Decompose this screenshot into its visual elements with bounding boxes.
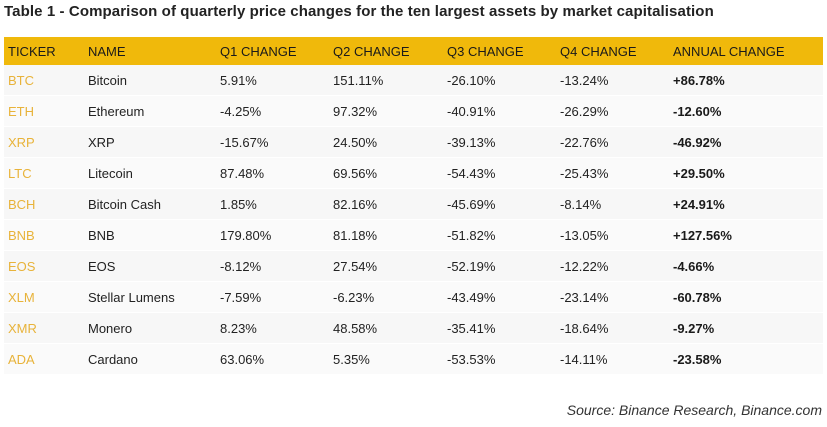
table-row: XRP XRP -15.67% 24.50% -39.13% -22.76% -… <box>4 126 823 158</box>
table-row: BNB BNB 179.80% 81.18% -51.82% -13.05% +… <box>4 219 823 251</box>
q2-cell: 97.32% <box>329 95 443 127</box>
q4-cell: -13.24% <box>556 65 669 96</box>
q4-cell: -14.11% <box>556 343 669 375</box>
q2-cell: 82.16% <box>329 188 443 220</box>
table-row: LTC Litecoin 87.48% 69.56% -54.43% -25.4… <box>4 157 823 189</box>
q1-cell: -7.59% <box>216 281 329 313</box>
q2-cell: 48.58% <box>329 312 443 344</box>
q2-cell: 24.50% <box>329 126 443 158</box>
annual-cell: +24.91% <box>669 188 823 220</box>
q1-cell: -15.67% <box>216 126 329 158</box>
q3-cell: -39.13% <box>443 126 556 158</box>
price-change-table: TICKER NAME Q1 CHANGE Q2 CHANGE Q3 CHANG… <box>4 37 823 375</box>
header-q3-change: Q3 CHANGE <box>443 37 556 65</box>
q4-cell: -25.43% <box>556 157 669 189</box>
header-q1-change: Q1 CHANGE <box>216 37 329 65</box>
ticker-cell: XRP <box>4 126 84 158</box>
name-cell: Ethereum <box>84 95 216 127</box>
ticker-cell: XMR <box>4 312 84 344</box>
name-cell: Bitcoin <box>84 65 216 96</box>
ticker-cell: BNB <box>4 219 84 251</box>
q3-cell: -45.69% <box>443 188 556 220</box>
q4-cell: -22.76% <box>556 126 669 158</box>
annual-cell: +127.56% <box>669 219 823 251</box>
name-cell: Bitcoin Cash <box>84 188 216 220</box>
table-header-row: TICKER NAME Q1 CHANGE Q2 CHANGE Q3 CHANG… <box>4 37 823 65</box>
table-title: Table 1 - Comparison of quarterly price … <box>4 3 714 20</box>
ticker-cell: BCH <box>4 188 84 220</box>
q1-cell: -4.25% <box>216 95 329 127</box>
q2-cell: 69.56% <box>329 157 443 189</box>
name-cell: EOS <box>84 250 216 282</box>
table-row: XMR Monero 8.23% 48.58% -35.41% -18.64% … <box>4 312 823 344</box>
q3-cell: -35.41% <box>443 312 556 344</box>
annual-cell: +29.50% <box>669 157 823 189</box>
name-cell: XRP <box>84 126 216 158</box>
q1-cell: 5.91% <box>216 65 329 96</box>
q1-cell: 8.23% <box>216 312 329 344</box>
source-caption: Source: Binance Research, Binance.com <box>566 402 822 418</box>
table-row: ADA Cardano 63.06% 5.35% -53.53% -14.11%… <box>4 343 823 375</box>
q1-cell: 179.80% <box>216 219 329 251</box>
q3-cell: -43.49% <box>443 281 556 313</box>
q2-cell: 81.18% <box>329 219 443 251</box>
ticker-cell: EOS <box>4 250 84 282</box>
q3-cell: -40.91% <box>443 95 556 127</box>
q3-cell: -51.82% <box>443 219 556 251</box>
q2-cell: -6.23% <box>329 281 443 313</box>
q1-cell: 1.85% <box>216 188 329 220</box>
name-cell: Monero <box>84 312 216 344</box>
annual-cell: -60.78% <box>669 281 823 313</box>
q1-cell: -8.12% <box>216 250 329 282</box>
annual-cell: -4.66% <box>669 250 823 282</box>
header-name: NAME <box>84 37 216 65</box>
table-row: XLM Stellar Lumens -7.59% -6.23% -43.49%… <box>4 281 823 313</box>
q1-cell: 87.48% <box>216 157 329 189</box>
annual-cell: -12.60% <box>669 95 823 127</box>
annual-cell: -9.27% <box>669 312 823 344</box>
name-cell: Litecoin <box>84 157 216 189</box>
q4-cell: -23.14% <box>556 281 669 313</box>
table-row: BCH Bitcoin Cash 1.85% 82.16% -45.69% -8… <box>4 188 823 220</box>
q1-cell: 63.06% <box>216 343 329 375</box>
q4-cell: -8.14% <box>556 188 669 220</box>
name-cell: Cardano <box>84 343 216 375</box>
q2-cell: 5.35% <box>329 343 443 375</box>
table-row: BTC Bitcoin 5.91% 151.11% -26.10% -13.24… <box>4 65 823 96</box>
annual-cell: +86.78% <box>669 65 823 96</box>
name-cell: BNB <box>84 219 216 251</box>
ticker-cell: ADA <box>4 343 84 375</box>
header-annual-change: ANNUAL CHANGE <box>669 37 823 65</box>
ticker-cell: BTC <box>4 65 84 96</box>
q2-cell: 27.54% <box>329 250 443 282</box>
q3-cell: -26.10% <box>443 65 556 96</box>
header-q2-change: Q2 CHANGE <box>329 37 443 65</box>
header-ticker: TICKER <box>4 37 84 65</box>
q3-cell: -54.43% <box>443 157 556 189</box>
name-cell: Stellar Lumens <box>84 281 216 313</box>
header-q4-change: Q4 CHANGE <box>556 37 669 65</box>
annual-cell: -46.92% <box>669 126 823 158</box>
q4-cell: -18.64% <box>556 312 669 344</box>
q3-cell: -52.19% <box>443 250 556 282</box>
q3-cell: -53.53% <box>443 343 556 375</box>
table-row: EOS EOS -8.12% 27.54% -52.19% -12.22% -4… <box>4 250 823 282</box>
ticker-cell: ETH <box>4 95 84 127</box>
q4-cell: -26.29% <box>556 95 669 127</box>
q2-cell: 151.11% <box>329 65 443 96</box>
table-row: ETH Ethereum -4.25% 97.32% -40.91% -26.2… <box>4 95 823 127</box>
q4-cell: -12.22% <box>556 250 669 282</box>
ticker-cell: LTC <box>4 157 84 189</box>
ticker-cell: XLM <box>4 281 84 313</box>
annual-cell: -23.58% <box>669 343 823 375</box>
q4-cell: -13.05% <box>556 219 669 251</box>
